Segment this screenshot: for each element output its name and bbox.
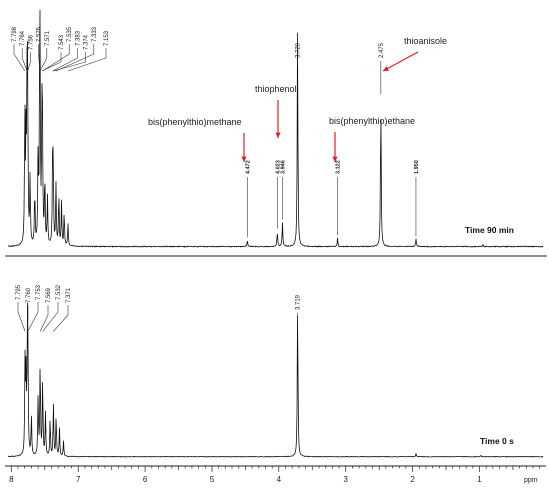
- x-tick-label: 2: [410, 475, 415, 484]
- ppm-axis: 8 7 6 5 4 3 2 1 ppm: [5, 465, 546, 484]
- peak-label: 3.946: [280, 160, 286, 174]
- peak-label-leader: [21, 57, 28, 72]
- peak-label: 7.532: [56, 284, 62, 300]
- annotation-arrow: [382, 51, 419, 72]
- peak-label: 7.371: [66, 287, 72, 303]
- arrow-head: [332, 156, 338, 162]
- spectrum-trace: [8, 302, 544, 458]
- compound-annotation: thiophenol: [255, 84, 297, 94]
- compound-annotation: bis(phenylthio)ethane: [329, 116, 415, 126]
- peak-label-leader: [17, 311, 26, 332]
- peak-label: 4.472: [245, 160, 251, 174]
- peak-label: 7.576: [37, 26, 43, 42]
- x-tick-label: 1: [477, 475, 482, 484]
- peak-label: 7.543: [59, 34, 65, 50]
- peak-label-leader: [39, 57, 48, 72]
- peak-label: 2.475: [379, 42, 385, 58]
- x-tick-label: 5: [210, 475, 215, 484]
- panel-label: Time 90 min: [465, 225, 514, 235]
- peak-label-leader: [39, 314, 49, 332]
- arrow-head: [383, 66, 389, 71]
- peak-label: 7.756: [28, 34, 34, 50]
- peak-label: 7.760: [26, 287, 32, 303]
- peak-label-leader: [42, 311, 59, 332]
- peak-label: 3.720: [296, 42, 302, 58]
- arrow-head: [241, 156, 247, 162]
- peak-label: 3.719: [296, 294, 302, 310]
- peak-label-leader: [27, 311, 39, 332]
- peak-label: 1.950: [414, 160, 420, 174]
- x-tick-label: 6: [143, 475, 148, 484]
- peak-label-leader: [38, 53, 40, 72]
- arrow-head: [275, 132, 281, 138]
- peak-label: 7.383: [75, 30, 81, 46]
- x-axis-unit: ppm: [524, 477, 538, 484]
- x-tick-label: 7: [76, 475, 81, 484]
- peak-label: 7.535: [67, 26, 73, 42]
- compound-annotation: bis(phenylthio)methane: [148, 117, 242, 127]
- x-tick-label: 8: [9, 475, 14, 484]
- spectrum-trace: [8, 9, 544, 248]
- peak-label: 7.333: [92, 26, 98, 42]
- peak-label-leader: [53, 314, 69, 332]
- peak-label-leader: [67, 57, 107, 72]
- peak-label-leader: [27, 61, 31, 72]
- peak-label: 7.798: [12, 26, 18, 42]
- peak-label: 7.753: [36, 284, 42, 300]
- peak-label: 7.571: [45, 30, 51, 46]
- bottom-spectrum-panel: 7.795 7.760 7.753 7.569 7.532 7.371 3.719 Time …: [8, 284, 544, 458]
- peak-label-leader: [55, 53, 94, 72]
- x-tick-label: 3: [343, 475, 348, 484]
- peak-label: 7.569: [46, 287, 52, 303]
- peak-label: 3.122: [336, 160, 342, 174]
- peak-label-leader: [52, 57, 78, 72]
- panel-label: Time 0 s: [480, 436, 514, 446]
- x-tick-label: 4: [277, 475, 282, 484]
- peak-label: 7.795: [16, 284, 22, 300]
- compound-annotation: thioanisole: [404, 36, 447, 46]
- peak-label: 7.153: [104, 30, 110, 46]
- peak-label: 4.023: [275, 160, 281, 174]
- peak-label: 7.374: [84, 34, 90, 50]
- peak-label-leader: [42, 53, 70, 72]
- peak-label-leader: [13, 53, 26, 72]
- peak-label: 7.764: [20, 30, 26, 46]
- peak-label-leader: [27, 314, 29, 332]
